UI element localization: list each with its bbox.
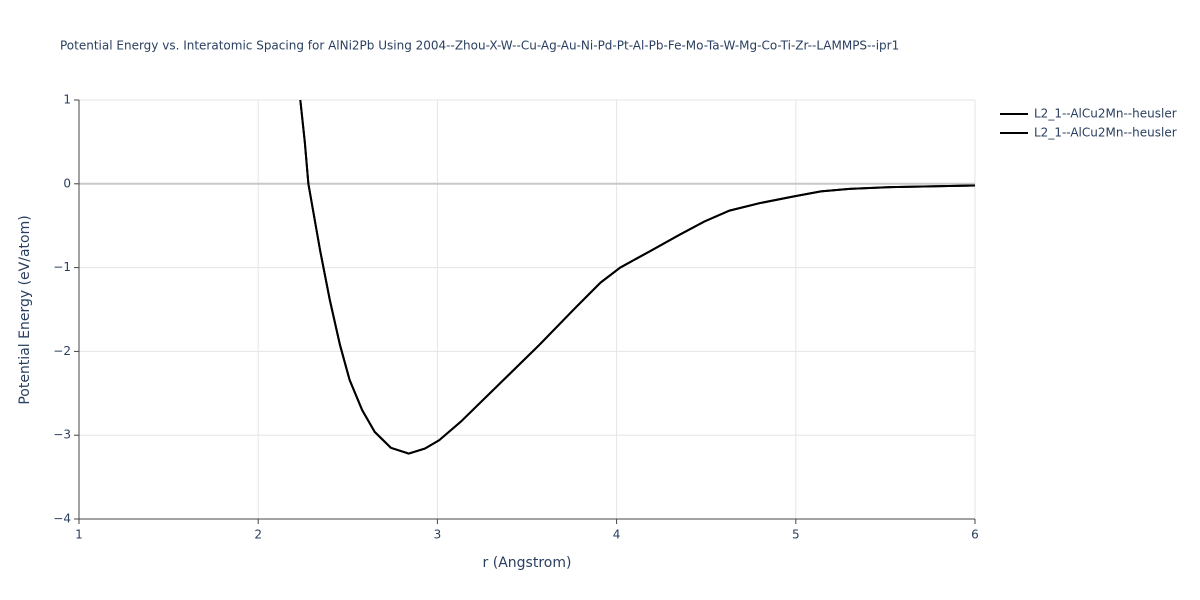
data-line bbox=[299, 100, 975, 455]
y-tick-label: −1 bbox=[53, 260, 71, 274]
legend-label: L2_1--AlCu2Mn--heusler bbox=[1034, 107, 1177, 121]
y-tick-label: −3 bbox=[53, 428, 71, 442]
y-axis-title: Potential Energy (eV/atom) bbox=[17, 215, 33, 404]
x-tick-label: 3 bbox=[434, 528, 442, 542]
x-tick-label: 6 bbox=[971, 528, 979, 542]
y-tick-label: −4 bbox=[53, 512, 71, 526]
chart-title: Potential Energy vs. Interatomic Spacing… bbox=[60, 39, 899, 53]
y-tick-label: 0 bbox=[63, 176, 71, 190]
legend-label: L2_1--AlCu2Mn--heusler bbox=[1034, 126, 1177, 140]
y-tick-label: 1 bbox=[63, 93, 71, 107]
x-tick-label: 4 bbox=[613, 528, 621, 542]
x-axis-title: r (Angstrom) bbox=[483, 555, 572, 571]
data-line bbox=[299, 100, 975, 455]
x-tick-label: 2 bbox=[254, 528, 262, 542]
x-tick-label: 5 bbox=[792, 528, 800, 542]
x-tick-label: 1 bbox=[75, 528, 83, 542]
y-tick-label: −2 bbox=[53, 344, 71, 358]
